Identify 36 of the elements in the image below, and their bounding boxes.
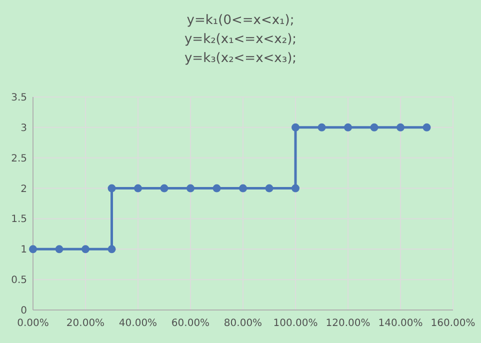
point: [396, 123, 404, 132]
point: [422, 123, 431, 132]
y-tick-label: 0: [20, 306, 27, 316]
x-tick-label: 80.00%: [224, 318, 262, 329]
chart-title: y=k₁(0<=x<x₁); y=k₂(x₁<=x<x₂); y=k₃(x₂<=x<x₃);: [184, 13, 297, 66]
point: [370, 123, 378, 132]
x-tick-label: 40.00%: [118, 318, 158, 329]
point: [292, 123, 300, 132]
point: [186, 184, 194, 192]
y-tick-label: 2.5: [11, 153, 27, 164]
y-tick-label: 1: [20, 244, 27, 256]
x-tick-label: 20.00%: [66, 318, 105, 329]
x-tick-label: 100.00%: [273, 318, 318, 329]
point: [55, 245, 64, 254]
y-tick-label: 1.5: [11, 214, 27, 226]
y-tick-label: 0.5: [11, 275, 27, 286]
point: [108, 245, 116, 254]
point: [344, 123, 352, 132]
point: [29, 245, 37, 254]
point: [239, 184, 247, 192]
point: [265, 184, 274, 192]
point: [318, 123, 326, 132]
point: [82, 245, 90, 254]
point: [134, 184, 142, 192]
point: [108, 184, 116, 192]
x-tick-label: 60.00%: [171, 318, 210, 329]
point: [160, 184, 168, 192]
y-tick-label: 3: [20, 122, 27, 134]
x-tick-label: 0.00%: [17, 318, 49, 329]
y-tick-label: 3.5: [11, 92, 27, 104]
point: [212, 184, 221, 192]
point: [292, 184, 300, 192]
x-tick-label: 140.00%: [378, 318, 423, 329]
y-tick-label: 2: [20, 184, 27, 195]
x-tick-label: 120.00%: [326, 318, 370, 329]
x-tick-label: 160.00%: [430, 318, 476, 329]
